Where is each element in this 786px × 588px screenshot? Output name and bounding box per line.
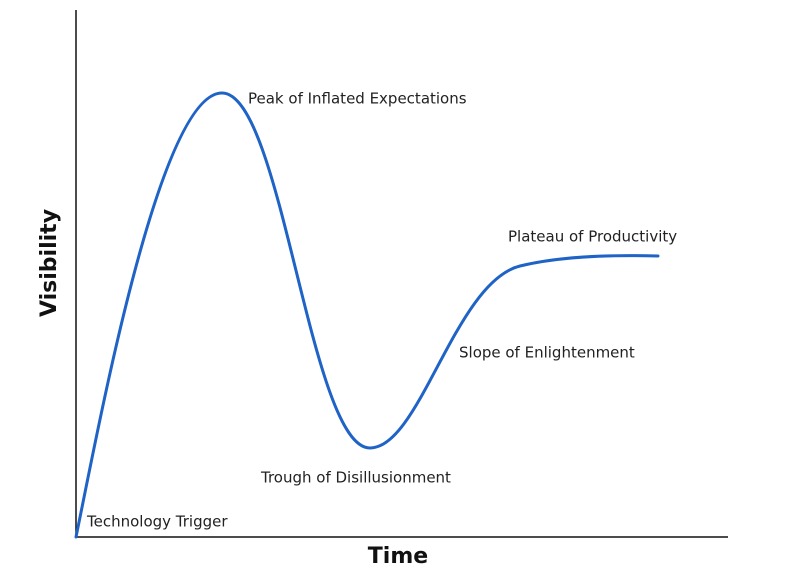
phase-label: Trough of Disillusionment: [260, 469, 451, 487]
phase-label: Slope of Enlightenment: [459, 344, 635, 362]
phase-label: Peak of Inflated Expectations: [248, 90, 467, 108]
x-axis-label: Time: [368, 544, 428, 569]
y-axis-label: Visibility: [37, 209, 62, 317]
hype-curve: [74, 91, 660, 539]
phase-label: Plateau of Productivity: [508, 228, 677, 246]
phase-label: Technology Trigger: [86, 513, 228, 531]
